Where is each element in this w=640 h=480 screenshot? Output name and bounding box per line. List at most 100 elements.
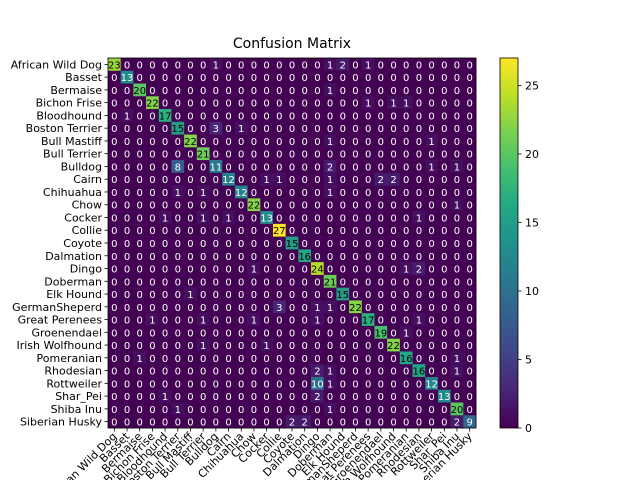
heatmap-cell	[120, 198, 134, 212]
heatmap-cell	[450, 172, 464, 186]
heatmap-cells	[108, 58, 477, 429]
heatmap-cell	[336, 313, 350, 327]
cell-value: 0	[365, 265, 371, 276]
heatmap-cell	[298, 364, 312, 378]
heatmap-cell	[196, 300, 210, 314]
heatmap-cell	[133, 58, 147, 72]
cell-value: 0	[289, 303, 295, 314]
heatmap-cell	[184, 300, 198, 314]
heatmap-cell	[234, 172, 248, 186]
heatmap-cell	[450, 325, 464, 339]
heatmap-cell	[323, 160, 337, 174]
cell-value: 0	[149, 150, 155, 161]
cell-value: 0	[175, 341, 181, 352]
cell-value: 0	[162, 239, 168, 250]
heatmap-cell	[272, 121, 286, 135]
cell-value: 0	[276, 60, 282, 71]
cell-value: 0	[200, 239, 206, 250]
heatmap-cell	[387, 223, 401, 237]
heatmap-cell	[171, 351, 185, 365]
heatmap-cell	[399, 364, 413, 378]
heatmap-cell	[349, 262, 363, 276]
heatmap-cell	[146, 109, 160, 123]
cell-value: 0	[314, 137, 320, 148]
heatmap-cell	[387, 274, 401, 288]
heatmap-cell	[437, 249, 451, 263]
heatmap-cell	[234, 121, 248, 135]
heatmap-cell	[425, 96, 439, 110]
heatmap-cell	[361, 134, 375, 148]
heatmap-cell	[399, 134, 413, 148]
cell-value: 0	[175, 379, 181, 390]
cell-value: 1	[327, 405, 333, 416]
heatmap-cell	[412, 121, 426, 135]
cell-value: 0	[238, 111, 244, 122]
cell-value: 0	[352, 124, 358, 135]
heatmap-cell	[387, 364, 401, 378]
cell-value: 0	[213, 290, 219, 301]
cell-value: 0	[225, 162, 231, 173]
cell-value: 0	[416, 124, 422, 135]
heatmap-cell	[425, 402, 439, 416]
cell-value: 24	[311, 265, 324, 276]
cell-value: 0	[263, 354, 269, 365]
heatmap-cell	[399, 109, 413, 123]
heatmap-cell	[311, 121, 325, 135]
heatmap-cell	[311, 313, 325, 327]
heatmap-cell	[196, 249, 210, 263]
cell-value: 0	[314, 239, 320, 250]
cell-value: 0	[441, 354, 447, 365]
cell-value: 0	[137, 328, 143, 339]
cell-value: 0	[175, 328, 181, 339]
cell-value: 0	[302, 99, 308, 110]
cell-value: 0	[466, 290, 472, 301]
heatmap-cell	[450, 376, 464, 391]
cell-value: 0	[289, 201, 295, 212]
heatmap-cell	[311, 249, 325, 263]
heatmap-cell	[272, 83, 286, 97]
heatmap-cell	[171, 160, 185, 174]
cell-value: 0	[441, 99, 447, 110]
heatmap-cell	[412, 58, 426, 72]
cell-value: 0	[441, 213, 447, 224]
heatmap-cell	[349, 198, 363, 212]
cell-value: 0	[149, 379, 155, 390]
heatmap-cell	[361, 313, 375, 327]
cell-value: 0	[225, 290, 231, 301]
cell-value: 0	[111, 99, 117, 110]
cell-value: 0	[149, 60, 155, 71]
heatmap-cell	[450, 300, 464, 314]
cell-value: 0	[124, 124, 130, 135]
heatmap-cell	[336, 376, 350, 391]
heatmap-cell	[450, 83, 464, 97]
cell-value: 0	[340, 201, 346, 212]
heatmap-cell	[158, 274, 172, 288]
cell-value: 0	[289, 60, 295, 71]
heatmap-cell	[450, 147, 464, 161]
heatmap-cell	[399, 198, 413, 212]
heatmap-cell	[120, 236, 134, 250]
cell-value: 1	[416, 213, 422, 224]
heatmap-cell	[374, 109, 388, 123]
heatmap-cell	[336, 160, 350, 174]
heatmap-cell	[209, 262, 223, 276]
cell-value: 0	[263, 150, 269, 161]
heatmap-cell	[196, 402, 210, 416]
heatmap-cell	[209, 160, 223, 174]
cell-value: 0	[403, 175, 409, 186]
heatmap-cell	[336, 134, 350, 148]
cell-value: 0	[428, 252, 434, 263]
cell-value: 0	[466, 392, 472, 403]
cell-value: 0	[251, 86, 257, 97]
cell-value: 0	[416, 150, 422, 161]
cell-value: 0	[276, 290, 282, 301]
cell-value: 0	[454, 252, 460, 263]
heatmap-cell	[196, 211, 210, 225]
heatmap-cell	[387, 313, 401, 327]
heatmap-cell	[323, 134, 337, 148]
cell-value: 0	[466, 303, 472, 314]
heatmap-cell	[412, 364, 426, 378]
cell-value: 0	[111, 405, 117, 416]
cell-value: 0	[187, 213, 193, 224]
